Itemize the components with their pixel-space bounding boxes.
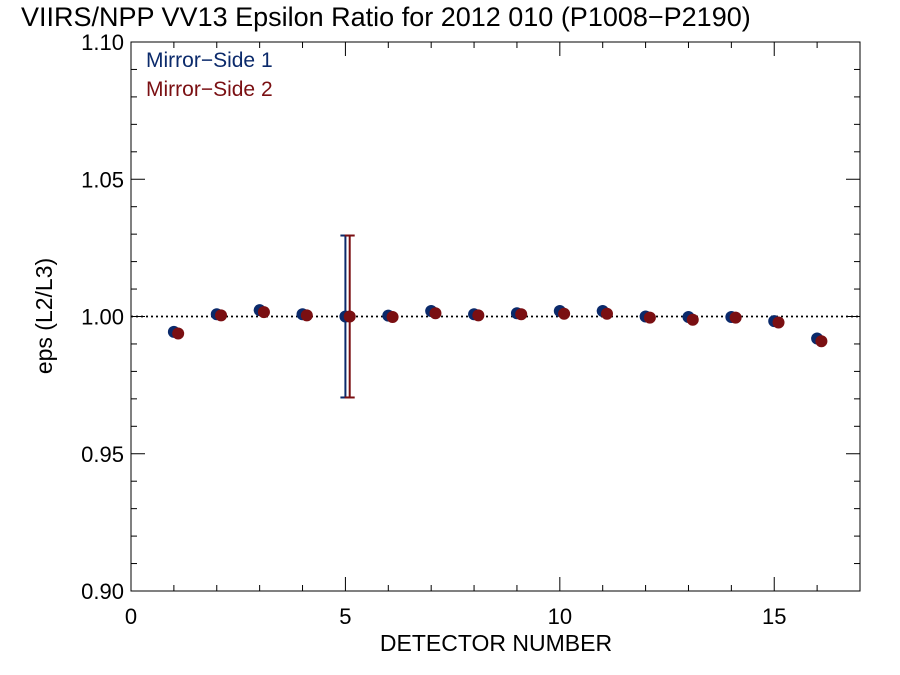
y-tick-label: 0.90 (81, 579, 124, 604)
axis-ticks (130, 41, 860, 592)
x-tick-label: 5 (339, 604, 351, 629)
x-axis-label: DETECTOR NUMBER (380, 630, 612, 656)
data-marks (167, 234, 828, 399)
x-tick-label: 0 (125, 604, 137, 629)
data-point-series-2 (215, 309, 228, 322)
x-tick-label: 10 (548, 604, 572, 629)
data-point-series-2 (300, 309, 313, 322)
legend-entry-mirror-side-2: Mirror−Side 2 (146, 78, 273, 101)
tick-labels: 0 5 10 15 0.90 0.95 1.00 1.05 1.10 (81, 30, 786, 629)
data-point-series-2 (515, 308, 528, 321)
data-point-series-2 (429, 307, 442, 320)
x-tick-label: 15 (762, 604, 786, 629)
y-axis-label: eps (L2/L3) (31, 258, 57, 374)
y-tick-label: 1.05 (81, 167, 124, 192)
legend-entry-mirror-side-1: Mirror−Side 1 (146, 49, 273, 72)
plot-frame (130, 41, 861, 592)
data-point-series-2 (472, 309, 485, 322)
y-tick-label: 1.00 (81, 305, 124, 330)
data-point-series-2 (600, 307, 613, 320)
data-point-series-2 (257, 306, 270, 319)
data-point-series-2 (686, 313, 699, 326)
data-point-series-2 (772, 316, 785, 329)
data-point-series-2 (558, 307, 571, 320)
data-point-series-2 (386, 311, 399, 324)
y-tick-label: 0.95 (81, 442, 124, 467)
data-point-series-2 (643, 311, 656, 324)
chart-title: VIIRS/NPP VV13 Epsilon Ratio for 2012 01… (21, 2, 751, 32)
data-point-series-2 (815, 335, 828, 348)
legend: Mirror−Side 1 Mirror−Side 2 (146, 49, 273, 101)
data-point-series-2 (729, 311, 742, 324)
y-tick-label: 1.10 (81, 30, 124, 55)
data-point-series-2 (343, 310, 356, 323)
data-point-series-2 (172, 327, 185, 340)
